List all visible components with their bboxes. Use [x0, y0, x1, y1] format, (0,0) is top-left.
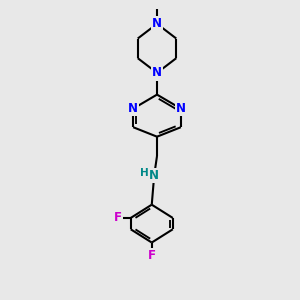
- Text: N: N: [152, 66, 162, 80]
- Text: N: N: [149, 169, 159, 182]
- Text: F: F: [148, 249, 156, 262]
- Text: F: F: [113, 212, 122, 224]
- Text: N: N: [152, 17, 162, 30]
- Text: N: N: [128, 102, 138, 115]
- Text: H: H: [140, 169, 149, 178]
- Text: N: N: [176, 102, 186, 115]
